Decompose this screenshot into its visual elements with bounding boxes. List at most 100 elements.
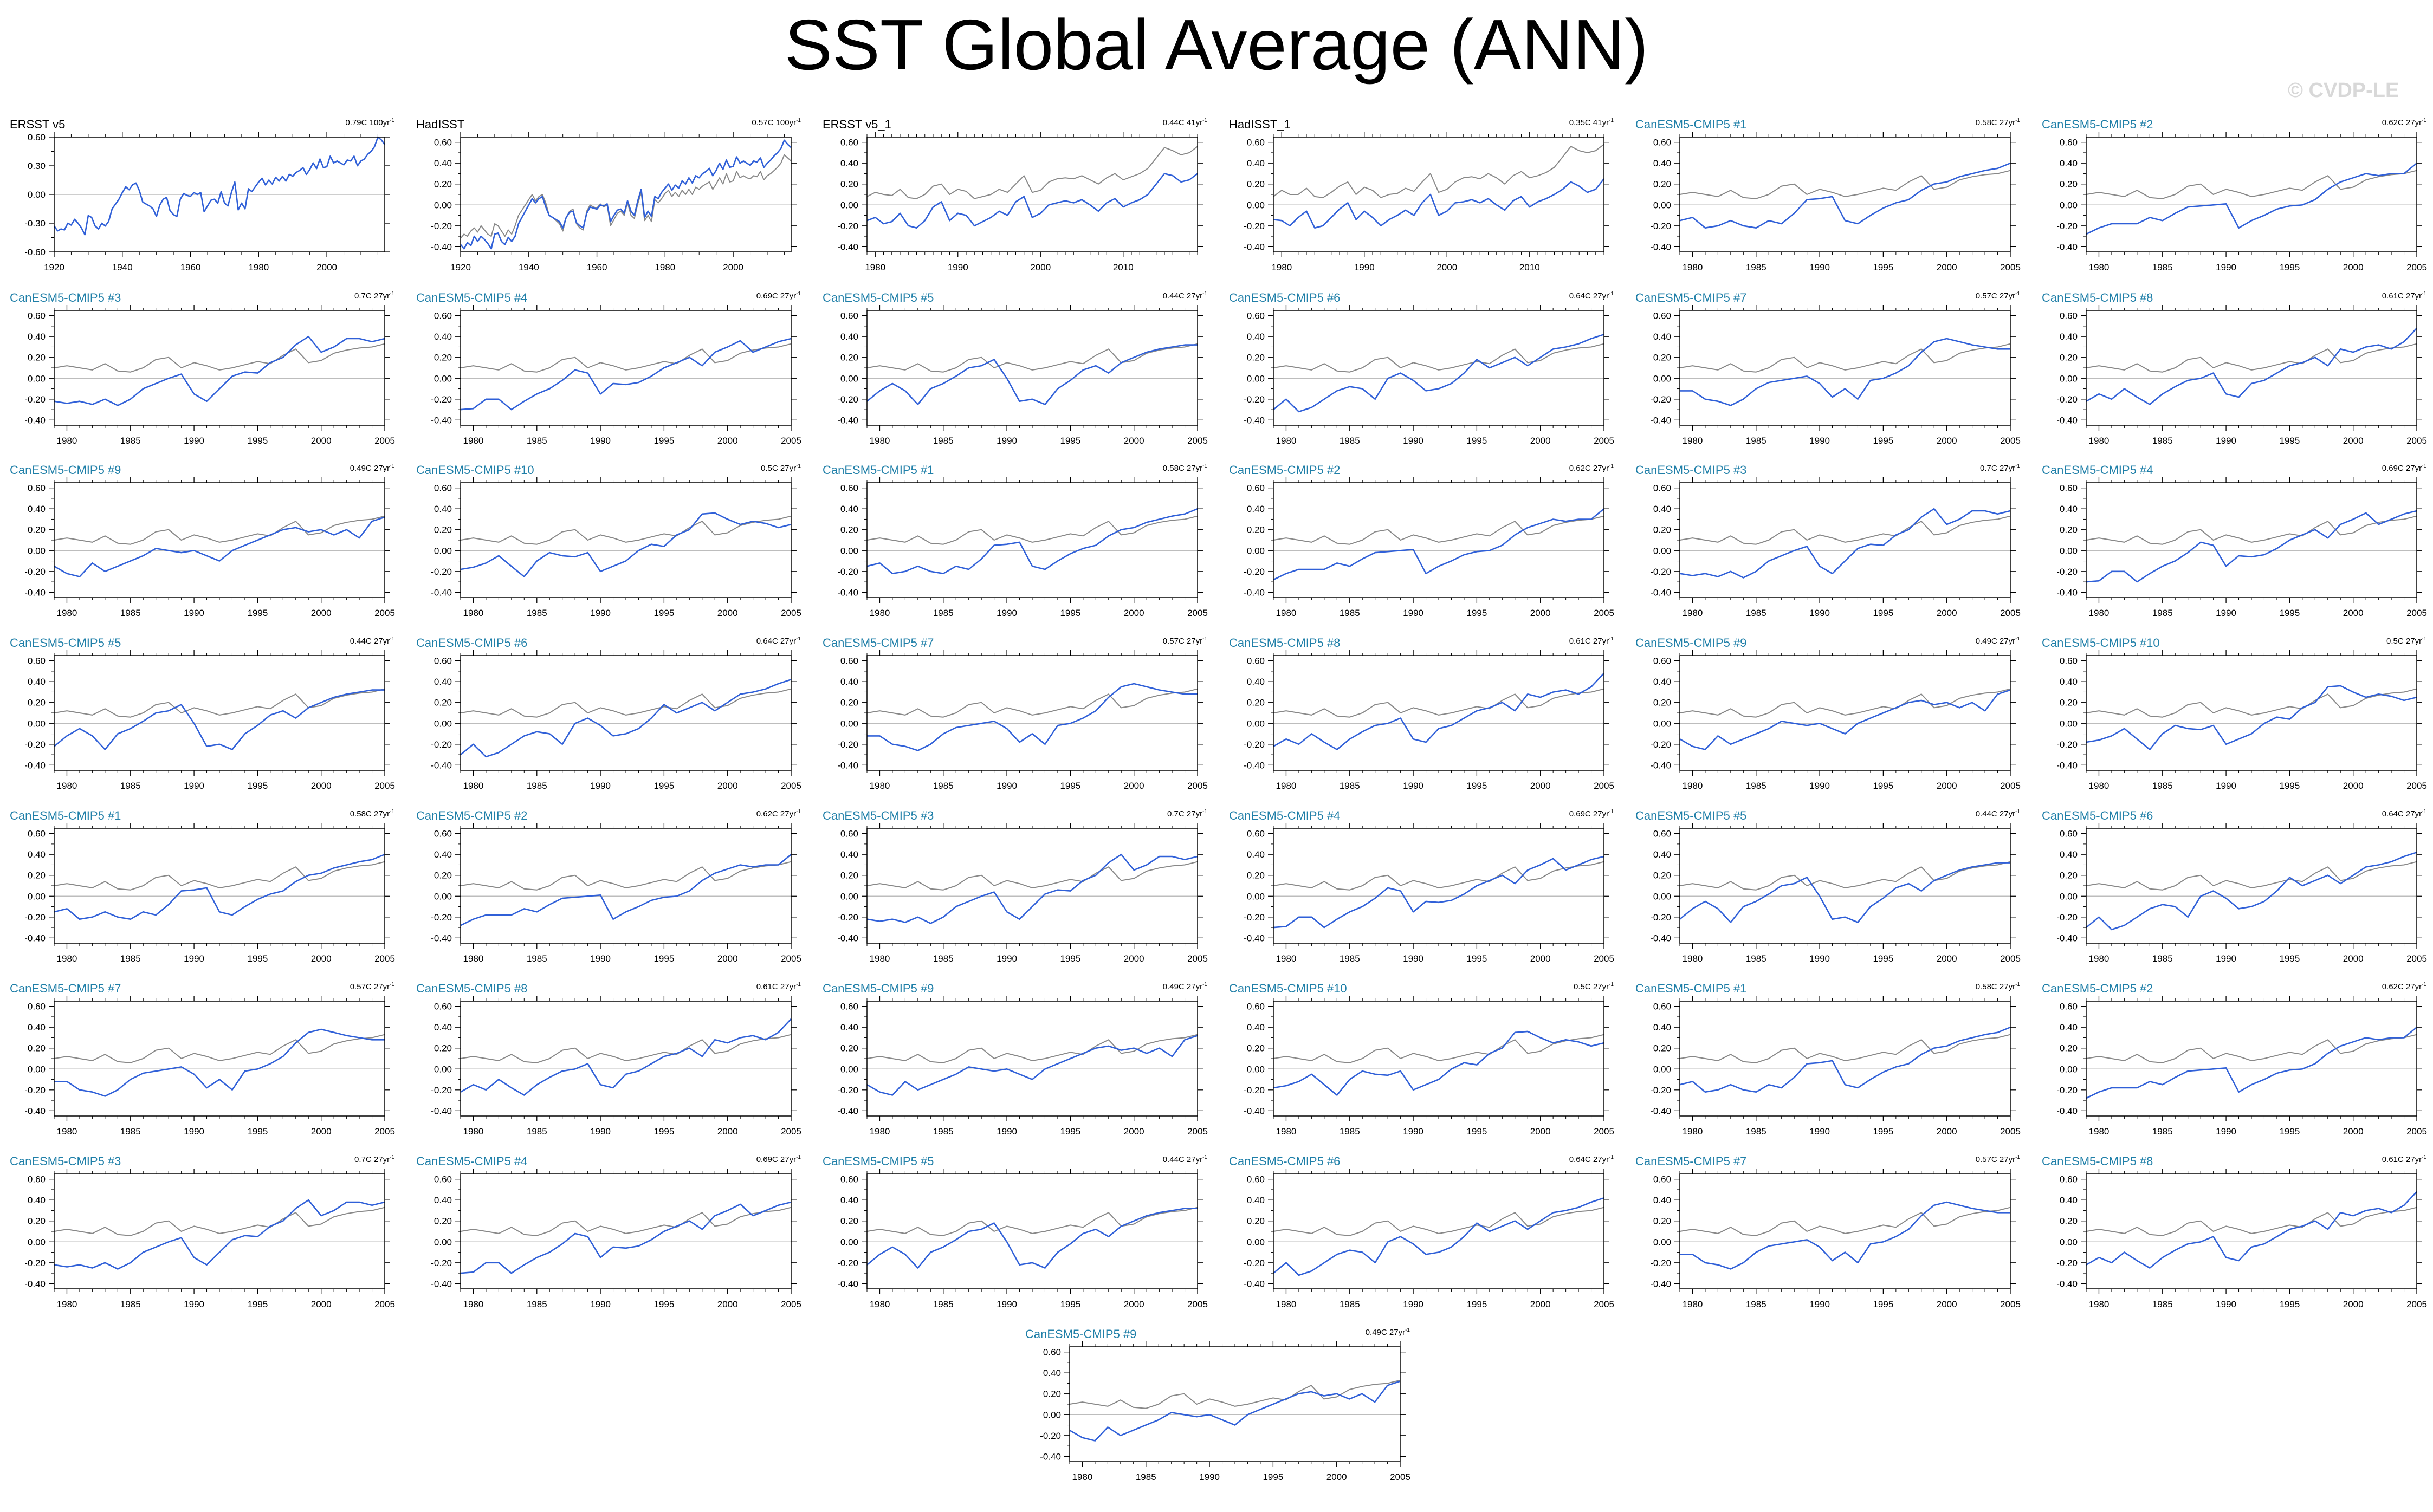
x-tick-label: 2000	[2343, 262, 2364, 272]
series-line	[1273, 508, 1604, 581]
series-line	[866, 173, 1198, 229]
panel-title: CanESM5-CMIP5 #6	[416, 636, 528, 650]
x-tick-label: 1985	[1340, 1299, 1360, 1309]
line-chart: -0.40 -0.20 0.00 0.20 0.40 0.60 1980 1985 1990 19…	[1650, 823, 2021, 964]
chart-panel: CanESM5-CMIP5 #3 0.7C 27yr-1 -0.40 -0.20 0.0…	[1633, 462, 2029, 625]
y-tick-label: -0.20	[837, 1085, 858, 1095]
series-line-reference	[460, 1034, 792, 1063]
y-tick-label: -0.60	[24, 247, 46, 257]
panel-title: CanESM5-CMIP5 #4	[416, 291, 528, 304]
x-tick-label: 1980	[1276, 436, 1297, 446]
y-tick-label: 0.40	[2060, 158, 2078, 168]
y-tick-label: -0.20	[1244, 394, 1265, 405]
panel-title: CanESM5-CMIP5 #10	[416, 463, 534, 477]
y-tick-label: 0.40	[1247, 1022, 1265, 1033]
x-tick-label: 1985	[120, 1126, 141, 1137]
y-tick-label: 0.00	[434, 718, 452, 729]
plot-frame	[1679, 310, 2011, 426]
x-tick-label: 1990	[1403, 608, 1423, 618]
x-tick-label: 2005	[1187, 953, 1208, 964]
plot-frame	[1273, 1173, 1604, 1289]
x-tick-label: 1985	[1340, 953, 1360, 964]
y-tick-label: -0.40	[1650, 1279, 1671, 1289]
trend-label: 0.44C 27yr-1	[350, 636, 394, 646]
y-tick-label: -0.40	[1040, 1451, 1061, 1462]
y-tick-label: 0.00	[1043, 1410, 1061, 1420]
x-tick-label: 1995	[653, 608, 674, 618]
x-tick-label: 2000	[1124, 1299, 1144, 1309]
x-tick-label: 1995	[653, 781, 674, 791]
y-tick-label: 0.40	[2060, 849, 2078, 860]
x-tick-label: 1960	[587, 262, 607, 272]
panel-title: CanESM5-CMIP5 #1	[10, 809, 121, 822]
y-tick-label: -0.20	[1650, 739, 1671, 750]
series-line	[1679, 162, 2011, 229]
series-line-reference	[54, 861, 385, 891]
y-tick-label: 0.00	[840, 373, 858, 384]
line-chart: -0.40 -0.20 0.00 0.20 0.40 0.60 1980 1985 1990 19…	[431, 823, 801, 964]
plot-frame	[460, 482, 792, 598]
x-tick-label: 2005	[1187, 781, 1208, 791]
x-tick-label: 1985	[120, 953, 141, 964]
y-tick-label: 0.40	[1247, 1195, 1265, 1205]
x-tick-label: 1995	[653, 436, 674, 446]
chart-panel: ERSST v5 0.79C 100yr-1 -0.60 -0.30 0.00 0.30 0…	[8, 116, 403, 279]
series-line-reference	[1273, 861, 1604, 891]
y-tick-label: -0.20	[431, 1085, 452, 1095]
x-tick-label: 2005	[2000, 262, 2021, 272]
y-tick-label: -0.40	[837, 242, 858, 252]
y-tick-label: 0.60	[840, 829, 858, 839]
y-tick-label: 0.60	[2060, 483, 2078, 494]
y-tick-label: -0.40	[837, 415, 858, 425]
y-tick-label: 0.20	[840, 871, 858, 881]
x-tick-label: 1995	[1466, 436, 1487, 446]
plot-frame	[2086, 828, 2417, 944]
x-tick-label: 1985	[2152, 1126, 2173, 1137]
chart-panel: CanESM5-CMIP5 #9 0.49C 27yr-1 -0.40 -0.20 0.…	[1023, 1326, 1419, 1489]
y-tick-label: 0.20	[2060, 525, 2078, 535]
series-line	[1069, 1380, 1401, 1442]
plot-frame	[1679, 482, 2011, 598]
x-tick-label: 2005	[2000, 953, 2021, 964]
y-tick-label: 0.40	[434, 1022, 452, 1033]
y-tick-label: 0.20	[1653, 179, 1671, 190]
trend-label: 0.49C 27yr-1	[1162, 982, 1207, 991]
plot-frame	[1679, 1173, 2011, 1289]
y-tick-label: 0.00	[840, 891, 858, 901]
line-chart: -0.40 -0.20 0.00 0.20 0.40 0.60 1980 1985 1990 19…	[1244, 650, 1614, 791]
x-tick-label: 1995	[1873, 953, 1893, 964]
panel-title: CanESM5-CMIP5 #4	[2042, 463, 2153, 477]
x-tick-label: 1985	[2152, 262, 2173, 272]
x-tick-label: 1990	[590, 1126, 611, 1137]
x-tick-label: 1985	[527, 1299, 547, 1309]
y-tick-label: 0.60	[434, 829, 452, 839]
panel-title: CanESM5-CMIP5 #5	[823, 291, 934, 304]
x-tick-label: 1995	[1060, 608, 1080, 618]
y-tick-label: 0.40	[1653, 504, 1671, 514]
y-tick-label: 0.40	[1653, 332, 1671, 342]
x-tick-label: 2000	[311, 436, 332, 446]
plot-frame	[460, 1001, 792, 1117]
x-tick-label: 2000	[311, 1126, 332, 1137]
series-line	[866, 1208, 1198, 1269]
x-tick-label: 1985	[527, 436, 547, 446]
y-tick-label: 0.00	[28, 718, 46, 729]
x-tick-label: 2000	[1937, 781, 1957, 791]
y-tick-label: 0.40	[434, 849, 452, 860]
line-chart: -0.40 -0.20 0.00 0.20 0.40 0.60 1980 1985 1990 19…	[837, 305, 1208, 446]
trend-label: 0.7C 27yr-1	[354, 1154, 394, 1164]
series-line	[2086, 852, 2417, 931]
panel-title: CanESM5-CMIP5 #8	[1229, 636, 1341, 650]
y-tick-label: 0.40	[2060, 677, 2078, 687]
y-tick-label: -0.40	[431, 587, 452, 598]
x-tick-label: 1985	[933, 608, 954, 618]
x-tick-label: 2000	[717, 781, 738, 791]
x-tick-label: 1995	[1060, 1299, 1080, 1309]
chart-panel: CanESM5-CMIP5 #9 0.49C 27yr-1 -0.40 -0.20 0.…	[1633, 635, 2029, 797]
x-tick-label: 2000	[311, 1299, 332, 1309]
line-chart: -0.40 -0.20 0.00 0.20 0.40 0.60 1980 1985 1990 19…	[2056, 823, 2427, 964]
x-tick-label: 1980	[463, 1126, 484, 1137]
plot-frame	[866, 1173, 1198, 1289]
plot-frame	[2086, 655, 2417, 771]
x-tick-label: 1990	[184, 436, 204, 446]
